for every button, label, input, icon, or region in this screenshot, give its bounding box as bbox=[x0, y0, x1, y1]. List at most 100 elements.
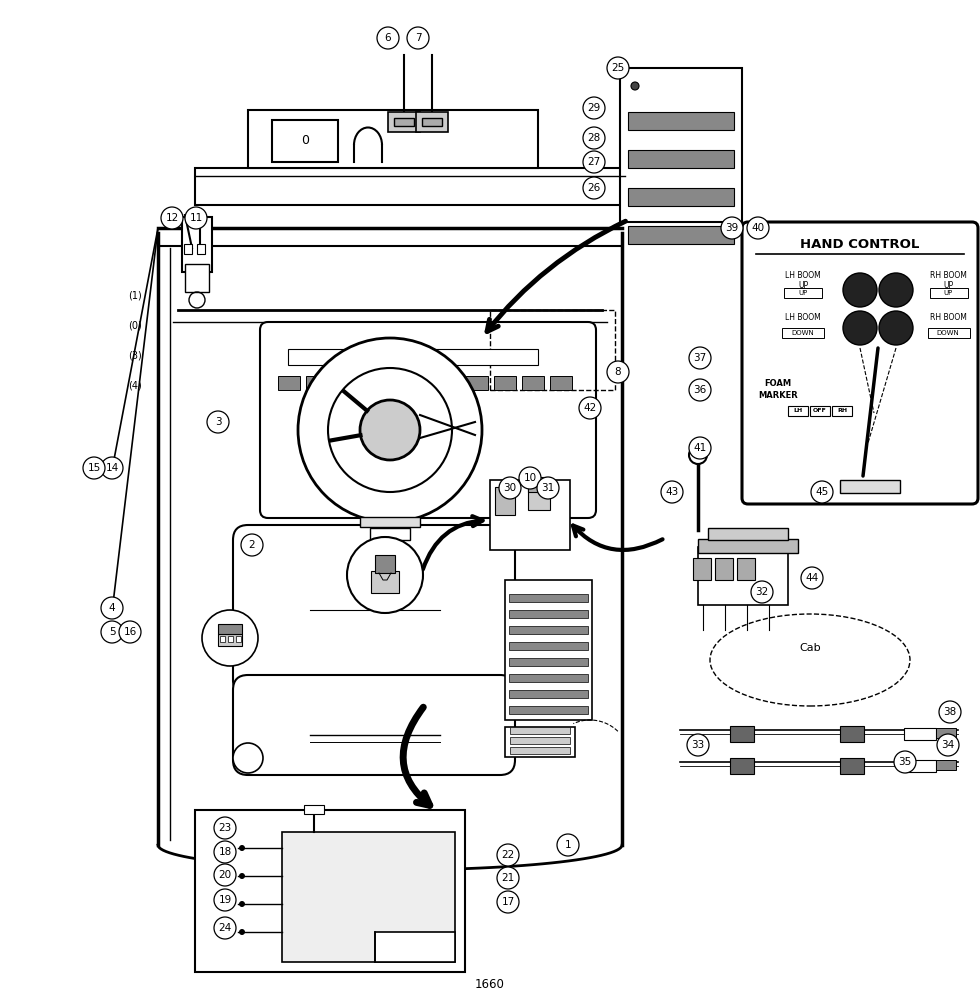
Bar bbox=[509, 626, 588, 634]
Circle shape bbox=[607, 57, 629, 79]
Text: 23: 23 bbox=[219, 823, 231, 833]
Bar bbox=[928, 328, 970, 338]
Text: 29: 29 bbox=[587, 103, 601, 113]
Text: 21: 21 bbox=[502, 873, 514, 883]
Bar bbox=[730, 726, 754, 742]
Bar bbox=[782, 328, 824, 338]
Bar bbox=[304, 805, 324, 814]
Bar bbox=[195, 168, 625, 205]
Circle shape bbox=[894, 751, 916, 773]
Bar bbox=[184, 244, 192, 254]
Text: 35: 35 bbox=[899, 757, 911, 767]
Text: FOAM: FOAM bbox=[764, 378, 792, 387]
Text: 10: 10 bbox=[523, 473, 537, 483]
Circle shape bbox=[377, 27, 399, 49]
Bar bbox=[509, 674, 588, 682]
Bar bbox=[693, 558, 711, 580]
Bar bbox=[510, 727, 570, 734]
Bar bbox=[509, 690, 588, 698]
Circle shape bbox=[101, 457, 123, 479]
FancyBboxPatch shape bbox=[742, 222, 978, 504]
Circle shape bbox=[879, 311, 913, 345]
Circle shape bbox=[801, 567, 823, 589]
Circle shape bbox=[607, 361, 629, 383]
Text: 14: 14 bbox=[106, 463, 119, 473]
Bar bbox=[698, 539, 798, 553]
Bar bbox=[840, 726, 864, 742]
Bar bbox=[840, 480, 900, 493]
Bar bbox=[428, 349, 538, 365]
Circle shape bbox=[83, 457, 105, 479]
Circle shape bbox=[499, 477, 521, 499]
Bar bbox=[840, 758, 864, 774]
FancyBboxPatch shape bbox=[233, 525, 515, 695]
Text: 26: 26 bbox=[587, 183, 601, 193]
Text: 18: 18 bbox=[219, 847, 231, 857]
Text: 19: 19 bbox=[219, 895, 231, 905]
FancyBboxPatch shape bbox=[260, 322, 596, 518]
Text: 3: 3 bbox=[215, 417, 221, 427]
Circle shape bbox=[239, 873, 245, 879]
Bar bbox=[185, 264, 209, 292]
Text: 4: 4 bbox=[109, 603, 116, 613]
Circle shape bbox=[161, 207, 183, 229]
Bar bbox=[708, 528, 788, 540]
Text: 22: 22 bbox=[502, 850, 514, 860]
Bar bbox=[936, 760, 956, 770]
Circle shape bbox=[689, 379, 711, 401]
Bar bbox=[628, 226, 734, 244]
Text: 32: 32 bbox=[756, 587, 768, 597]
Circle shape bbox=[241, 534, 263, 556]
Circle shape bbox=[233, 743, 263, 773]
Bar bbox=[528, 477, 550, 492]
Bar bbox=[288, 349, 398, 365]
Circle shape bbox=[879, 273, 913, 307]
Text: 0: 0 bbox=[301, 134, 309, 147]
Bar bbox=[810, 406, 830, 416]
Circle shape bbox=[214, 864, 236, 886]
Text: Cab: Cab bbox=[799, 643, 821, 653]
Bar bbox=[509, 594, 588, 602]
Circle shape bbox=[497, 891, 519, 913]
Bar bbox=[628, 188, 734, 206]
Circle shape bbox=[537, 477, 559, 499]
Text: 40: 40 bbox=[752, 223, 764, 233]
Circle shape bbox=[101, 621, 123, 643]
Bar bbox=[730, 758, 754, 774]
Circle shape bbox=[689, 437, 711, 459]
Circle shape bbox=[214, 917, 236, 939]
Bar bbox=[737, 558, 755, 580]
Text: HAND CONTROL: HAND CONTROL bbox=[801, 237, 919, 250]
Text: RH: RH bbox=[837, 408, 847, 414]
Bar bbox=[930, 288, 968, 298]
Circle shape bbox=[747, 217, 769, 239]
Text: RH BOOM: RH BOOM bbox=[930, 314, 966, 322]
Bar bbox=[784, 288, 822, 298]
Bar bbox=[509, 658, 588, 666]
Bar bbox=[490, 310, 615, 390]
Bar bbox=[370, 528, 410, 540]
Circle shape bbox=[843, 273, 877, 307]
Circle shape bbox=[347, 537, 423, 613]
Text: 42: 42 bbox=[583, 403, 597, 413]
Circle shape bbox=[214, 841, 236, 863]
Text: UP: UP bbox=[798, 282, 808, 290]
Circle shape bbox=[557, 834, 579, 856]
Circle shape bbox=[207, 411, 229, 433]
Bar bbox=[394, 118, 414, 126]
Text: 5: 5 bbox=[109, 627, 116, 637]
Bar bbox=[509, 610, 588, 618]
Text: 1660: 1660 bbox=[475, 978, 505, 990]
Bar bbox=[388, 112, 420, 132]
Bar bbox=[628, 150, 734, 168]
Circle shape bbox=[721, 217, 743, 239]
FancyBboxPatch shape bbox=[233, 675, 515, 775]
Circle shape bbox=[689, 347, 711, 369]
Circle shape bbox=[661, 481, 683, 503]
Bar bbox=[490, 480, 570, 550]
Circle shape bbox=[519, 467, 541, 489]
Circle shape bbox=[407, 27, 429, 49]
Circle shape bbox=[360, 400, 420, 460]
Bar bbox=[218, 624, 242, 634]
Text: LH: LH bbox=[794, 408, 803, 414]
